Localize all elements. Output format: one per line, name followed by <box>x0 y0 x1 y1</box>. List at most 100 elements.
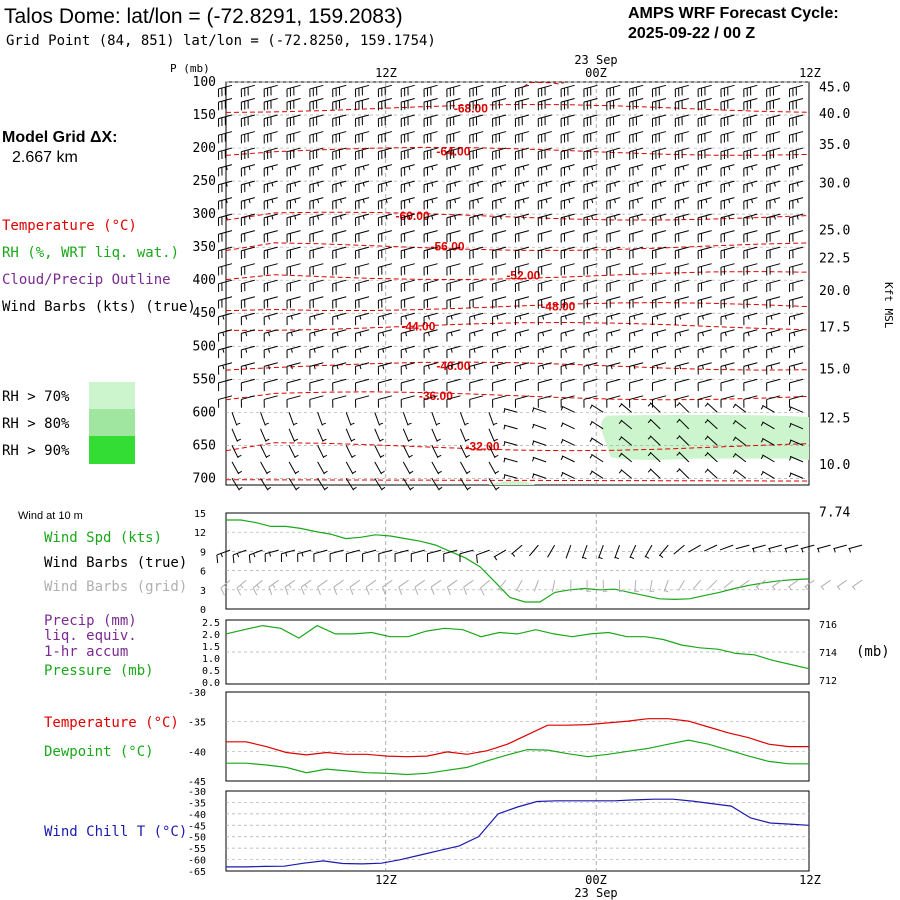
xsec-barb-23-10-staff <box>503 457 518 463</box>
xsec-barb-18-14-staff <box>538 378 552 384</box>
xsec-barb-14-15-staff <box>560 312 575 318</box>
xsec-barb-14-9 <box>423 312 438 326</box>
xsec-barb-9-14 <box>537 230 552 243</box>
xsec-barb-12-24 <box>766 279 781 293</box>
xsec-barb-13-22 <box>720 296 735 309</box>
xsec-barb-24-19-staff <box>762 470 775 479</box>
xsec-barb-18-21 <box>697 378 712 392</box>
true-barb-21 <box>565 544 572 559</box>
xsec-barb-17-10-staff <box>446 362 461 367</box>
xsec-barb-5-17-half-feather <box>614 166 617 171</box>
xsec-barb-11-0 <box>217 263 233 276</box>
xsec-barb-19-25 <box>788 395 804 408</box>
xsec-barb-14-20-staff <box>675 312 689 318</box>
xsec-barb-7-2 <box>263 197 278 210</box>
xsec-barb-6-19 <box>651 180 667 193</box>
xsec-barb-24-10-staff <box>503 474 518 479</box>
xsec-barb-9-17 <box>606 230 621 243</box>
xsec-barb-2-23-staff <box>743 114 758 120</box>
true-barb-0-feather <box>216 554 219 564</box>
xsec-barb-7-22-half-feather <box>728 199 731 204</box>
true-barb-36-half-feather <box>801 548 804 553</box>
xsec-barb-23-15 <box>647 451 661 463</box>
grid-barb-0-half-feather <box>223 584 228 589</box>
xsec-barb-1-2 <box>263 98 278 111</box>
xsec-barb-5-7-staff <box>378 164 393 169</box>
xsec-barb-17-17 <box>606 362 621 375</box>
xsec-barb-20-11-staff <box>532 407 547 413</box>
xsec-barb-15-14-half-feather <box>542 332 545 337</box>
xsec-barb-20-12-half-feather <box>560 406 564 411</box>
xsec-barb-20-16-staff <box>678 402 690 413</box>
xsec-barb-21-8-staff <box>459 428 467 442</box>
xsec-barb-20-9-staff <box>488 412 495 426</box>
xsec-barb-14-8-staff <box>401 312 415 318</box>
xsec-barb-17-24-half-feather <box>770 365 773 370</box>
xsec-barb-17-4-staff <box>309 362 324 367</box>
xsec-barb-2-16-staff <box>583 114 598 120</box>
xsec-barb-8-7-staff <box>378 213 393 219</box>
xsec-barb-15-14 <box>537 329 552 342</box>
xsec-barb-0-16 <box>583 84 598 98</box>
grid-barb-3-feather <box>268 586 273 595</box>
precip-label-2: liq. equiv. <box>44 628 137 644</box>
true-barb-3-half-feather <box>269 552 272 557</box>
xsec-barb-15-12-half-feather <box>496 332 499 337</box>
kft-tick-2: 35.0 <box>819 138 850 153</box>
xsec-barb-23-0-half-feather <box>238 470 243 474</box>
true-barb-17-half-feather <box>494 556 498 561</box>
xsec-barb-20-15-staff <box>649 402 661 413</box>
xsec-barb-15-0-half-feather <box>222 332 225 337</box>
xsec-barb-12-12-staff <box>492 279 507 285</box>
xsec-barb-18-22-staff <box>720 378 735 384</box>
xsec-barb-21-2 <box>288 428 299 442</box>
xsec-barb-15-23-staff <box>743 329 758 334</box>
xsec-barb-16-10-half-feather <box>450 348 453 353</box>
xsec-barb-17-14-half-feather <box>542 365 545 370</box>
grid-barb-14-staff <box>447 579 458 588</box>
xsec-barb-23-14-staff <box>620 452 633 463</box>
xsec-barb-12-6 <box>355 279 370 293</box>
xsec-barb-2-9-staff <box>423 114 438 120</box>
xsec-barb-6-2-half-feather <box>271 182 274 187</box>
xsec-barb-0-6-staff <box>355 84 370 90</box>
temperature-contour-label-0: -68.00 <box>454 101 488 115</box>
xsec-barb-11-3 <box>286 263 301 276</box>
xsec-barb-0-25 <box>788 84 804 98</box>
xsec-barb-20-12 <box>560 405 575 413</box>
true-barb-37-staff <box>816 544 831 550</box>
xsec-barb-22-1-staff <box>260 445 268 459</box>
precip-pressure-frame <box>225 619 810 685</box>
xsec-barb-18-25 <box>788 378 804 392</box>
xsec-barb-17-7-half-feather <box>382 365 385 370</box>
xsec-barb-13-5-staff <box>332 296 347 301</box>
rh70-area-small <box>488 481 535 485</box>
xsec-barb-22-15-staff <box>649 435 661 446</box>
xsec-barb-17-23-staff <box>743 362 758 367</box>
xsec-barb-6-22-staff <box>720 180 735 186</box>
xsec-barb-5-24 <box>766 164 781 177</box>
xsec-barb-16-25 <box>788 345 804 359</box>
xsec-barb-1-12 <box>492 98 507 111</box>
xsec-barb-13-24-staff <box>766 296 781 301</box>
xsec-barb-22-0 <box>231 445 242 459</box>
xsec-barb-8-9 <box>423 213 438 227</box>
xsec-barb-15-13 <box>514 329 530 342</box>
xsec-barb-14-7 <box>377 312 393 326</box>
xsec-barb-18-2-staff <box>264 378 278 384</box>
chill-ytick--55: -55 <box>188 844 206 855</box>
xsec-barb-10-10-staff <box>446 246 461 252</box>
grid-barb-37-half-feather <box>821 586 825 591</box>
xsec-barb-19-8-staff <box>401 395 415 400</box>
xsec-barb-21-6-half-feather <box>408 438 413 442</box>
grid-point-subtitle: Grid Point (84, 851) lat/lon = (-72.8250… <box>6 33 436 49</box>
xsec-barb-16-22-half-feather <box>724 348 727 353</box>
xsec-barb-5-10-half-feather <box>454 166 457 171</box>
grid-barb-25 <box>634 580 639 593</box>
xsec-barb-8-7-half-feather <box>385 215 388 220</box>
xsec-barb-19-23 <box>743 395 758 408</box>
xsec-barb-17-18-half-feather <box>633 365 636 370</box>
xsec-barb-23-14 <box>618 452 633 463</box>
temperature-contour-4 <box>225 271 810 281</box>
xsec-barb-18-4 <box>309 378 324 392</box>
